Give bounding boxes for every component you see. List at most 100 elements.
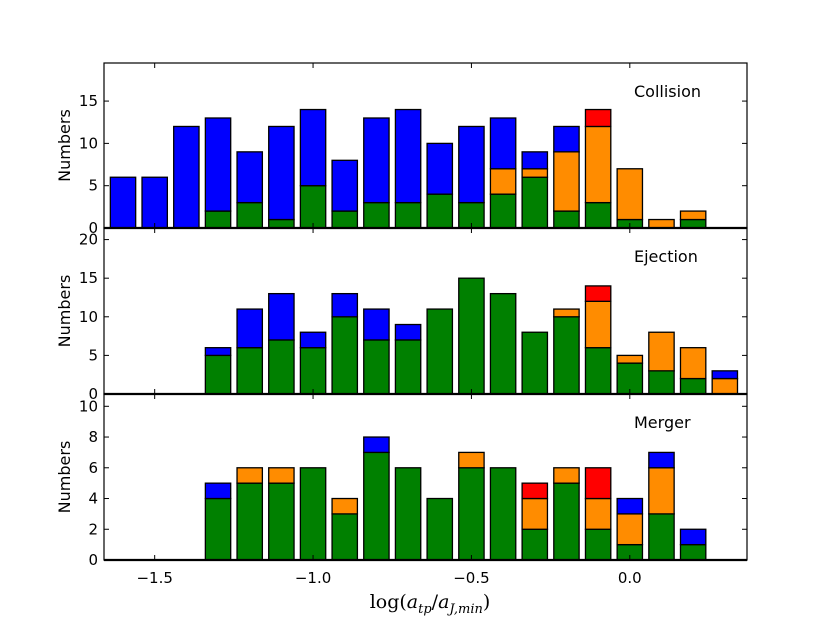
bar-segment [458, 277, 485, 395]
bar-segment [489, 168, 517, 195]
bar-segment [679, 218, 707, 229]
bar-segment [268, 467, 295, 484]
bar-segment [648, 218, 675, 229]
bar-segment [648, 331, 675, 372]
bar-segment [458, 467, 485, 561]
bar-segment [268, 125, 295, 221]
bar-segment [553, 467, 580, 484]
y-tick-label: 6 [88, 459, 98, 477]
bar-segment [648, 370, 675, 395]
bar-segment [616, 354, 644, 364]
bar-segment [204, 497, 232, 561]
bar-segment [268, 292, 295, 341]
bar-segment [204, 354, 232, 395]
y-tick-label: 20 [79, 231, 98, 249]
y-tick-label: 8 [88, 428, 98, 446]
bar-segment [489, 292, 517, 395]
panel-collision: 0 5 10 15 Numbers Collision [55, 62, 748, 237]
bar-segment [489, 117, 517, 170]
bar-segment [363, 201, 390, 229]
bar-segment [553, 316, 580, 395]
bar-segment [458, 125, 485, 204]
bar-segment [679, 377, 707, 395]
y-tick-label: 10 [79, 397, 98, 415]
bar-segment [426, 497, 454, 561]
bar-segment [521, 151, 549, 170]
bar-segment [236, 467, 264, 484]
bar-segment [236, 347, 264, 395]
bar-segment [553, 482, 580, 561]
bar-segment [204, 482, 232, 500]
panel-merger: 0 2 4 6 8 10 Numbers Merger [55, 393, 748, 569]
bar-segment [553, 308, 580, 318]
bar-segment [363, 451, 390, 561]
bar-segment [331, 513, 359, 561]
y-tick-label: 0 [88, 219, 98, 237]
bar-segment [236, 151, 264, 204]
bar-segment [299, 185, 327, 229]
y-axis-label: Numbers [55, 275, 74, 348]
bar-segment [363, 308, 390, 341]
bar-segment [489, 193, 517, 229]
bar-segment [331, 159, 359, 212]
bar-segment [426, 142, 454, 195]
bar-segment [331, 210, 359, 229]
bar-segment [268, 482, 295, 561]
bar-segment [521, 528, 549, 561]
bar-segment [521, 482, 549, 500]
bar-segment [648, 467, 675, 515]
bar-segment [426, 193, 454, 229]
x-tick-label: −1.5 [136, 569, 172, 587]
bar-segment [616, 168, 644, 221]
bar-segment [363, 117, 390, 204]
y-tick-label: 15 [79, 92, 98, 110]
bar-segment [648, 451, 675, 469]
bar-segment [173, 125, 200, 229]
bar-segment [553, 125, 580, 153]
bar-segment [553, 151, 580, 212]
y-axis-label: Numbers [55, 441, 74, 514]
bar-segment [584, 201, 612, 229]
bar-segment [236, 482, 264, 561]
bar-segment [458, 451, 485, 469]
bar-segment [584, 497, 612, 530]
bar-segment [584, 347, 612, 395]
y-tick-label: 15 [79, 269, 98, 287]
bar-segment [616, 497, 644, 515]
bar-segment [204, 347, 232, 357]
bar-segment [299, 467, 327, 561]
bar-segment [268, 218, 295, 229]
bar-segment [584, 285, 612, 302]
bar-segment [553, 210, 580, 229]
bar-segment [299, 347, 327, 395]
bar-segment [679, 543, 707, 561]
bar-segment [268, 339, 295, 395]
bar-segment [394, 339, 422, 395]
bar-segment [426, 308, 454, 395]
bar-segment [236, 201, 264, 229]
bar-segment [711, 377, 739, 395]
bar-segment [331, 316, 359, 395]
bar-segment [584, 300, 612, 349]
bar-segment [679, 528, 707, 546]
bar-segment [521, 176, 549, 229]
bar-segment [648, 513, 675, 561]
bar-segment [394, 108, 422, 204]
x-axis-label: log(atp/aJ,min) [370, 591, 491, 617]
panel-annotation: Ejection [634, 247, 698, 266]
y-tick-label: 4 [88, 490, 98, 508]
y-axis-label: Numbers [55, 109, 74, 182]
bar-segment [521, 331, 549, 395]
bar-segment [521, 168, 549, 178]
bar-segment [584, 108, 612, 128]
bars [204, 436, 707, 561]
bar-segment [711, 370, 739, 380]
bar-segment [584, 528, 612, 561]
bar-segment [299, 108, 327, 187]
y-tick-label: 10 [79, 308, 98, 326]
y-tick-label: 10 [79, 134, 98, 152]
y-tick-label: 5 [88, 346, 98, 364]
bar-segment [363, 436, 390, 454]
bar-segment [521, 497, 549, 530]
bar-segment [679, 210, 707, 221]
